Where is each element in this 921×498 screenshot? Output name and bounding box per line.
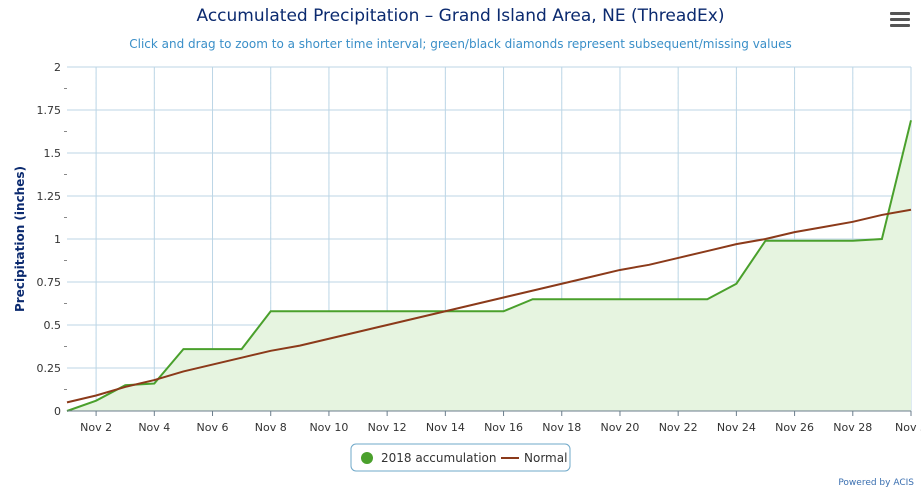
x-tick-label: Nov 12: [368, 421, 407, 434]
hamburger-menu-icon[interactable]: [890, 12, 910, 30]
chart-title: Accumulated Precipitation – Grand Island…: [196, 6, 725, 26]
legend-label-normal: Normal: [524, 451, 567, 465]
accumulation-area: [67, 120, 911, 411]
menu-line: [890, 18, 910, 21]
x-tick-label: Nov 22: [659, 421, 698, 434]
y-tick-label: 1.75: [37, 104, 62, 117]
legend-label-accumulation: 2018 accumulation: [381, 451, 496, 465]
y-tick-label: 1.5: [44, 147, 62, 160]
y-tick-label: 0.5: [44, 319, 62, 332]
x-tick-label: Nov 8: [255, 421, 287, 434]
credits-link[interactable]: Powered by ACIS: [838, 478, 914, 488]
legend-item-normal[interactable]: Normal: [501, 451, 567, 465]
y-tick-label: 0.75: [37, 276, 62, 289]
x-tick-label: Nov 16: [484, 421, 523, 434]
x-tick-label: Nov 28: [833, 421, 872, 434]
y-axis-ticks: 0 0.25 0.5 0.75 1 1.25 1.5 1.75 2: [37, 61, 67, 418]
series-line-normal[interactable]: [66, 208, 912, 404]
series-line-accumulation[interactable]: [66, 120, 912, 412]
x-tick-label: Nov 14: [426, 421, 465, 434]
x-tick-label: Nov 3: [895, 421, 921, 434]
y-tick-label: 0.25: [37, 362, 62, 375]
y-axis-title: Precipitation (inches): [13, 166, 27, 312]
menu-line: [890, 12, 910, 15]
x-tick-label: Nov 4: [138, 421, 170, 434]
y-tick-label: 2: [54, 61, 61, 74]
x-axis-ticks: Nov 2 Nov 4 Nov 6 Nov 8 Nov 10 Nov 12 Nov 14 No…: [80, 411, 921, 434]
chart-subtitle: Click and drag to zoom to a shorter time…: [129, 37, 792, 51]
x-tick-label: Nov 26: [775, 421, 814, 434]
legend-item-accumulation[interactable]: 2018 accumulation: [361, 451, 496, 465]
y-tick-label: 1: [54, 233, 61, 246]
y-tick-label: 0: [54, 405, 61, 418]
x-tick-label: Nov 10: [309, 421, 348, 434]
x-tick-label: Nov 24: [717, 421, 756, 434]
x-tick-label: Nov 6: [197, 421, 229, 434]
legend-marker-accumulation: [361, 452, 373, 464]
x-tick-label: Nov 2: [80, 421, 112, 434]
x-tick-label: Nov 20: [600, 421, 639, 434]
y-tick-label: 1.25: [37, 190, 62, 203]
menu-line: [890, 24, 910, 27]
legend-box: [350, 443, 571, 472]
legend: 2018 accumulation Normal: [350, 443, 571, 472]
x-tick-label: Nov 18: [542, 421, 581, 434]
